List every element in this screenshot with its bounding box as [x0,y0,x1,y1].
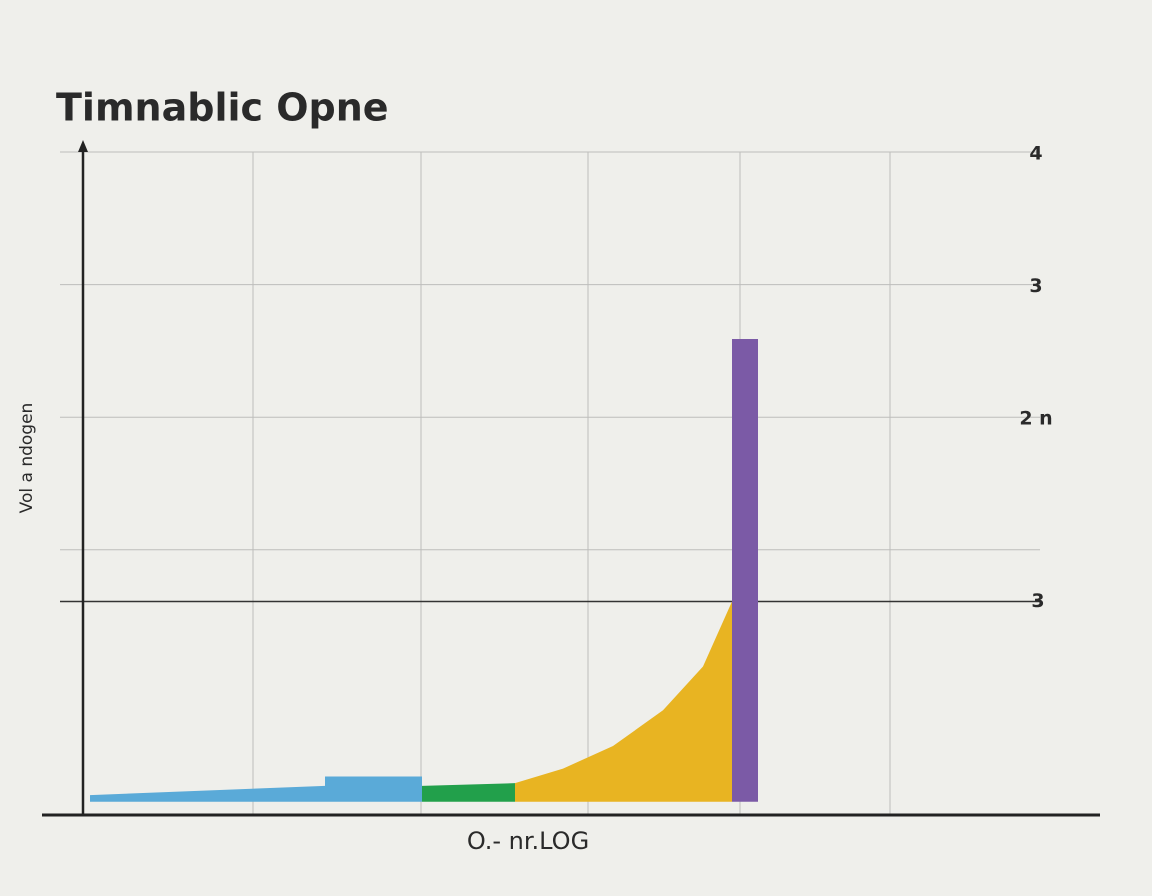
grid [60,151,1040,815]
marks [90,338,758,802]
area [515,601,732,802]
reference-label: 3 [1031,590,1044,612]
x-axis-label: O.- nr.LOG [467,827,589,855]
chart-title: Timnablic Opne [56,86,389,130]
area [732,338,758,802]
y-tick-label: 4 [1029,143,1042,165]
y-axis-label: Vol a ndogen [17,403,37,514]
y-tick-label: 2 n [1019,408,1052,430]
area [90,776,422,802]
area [422,783,515,802]
y-tick-label: 3 [1029,275,1042,297]
y-axis-arrow [78,140,88,152]
